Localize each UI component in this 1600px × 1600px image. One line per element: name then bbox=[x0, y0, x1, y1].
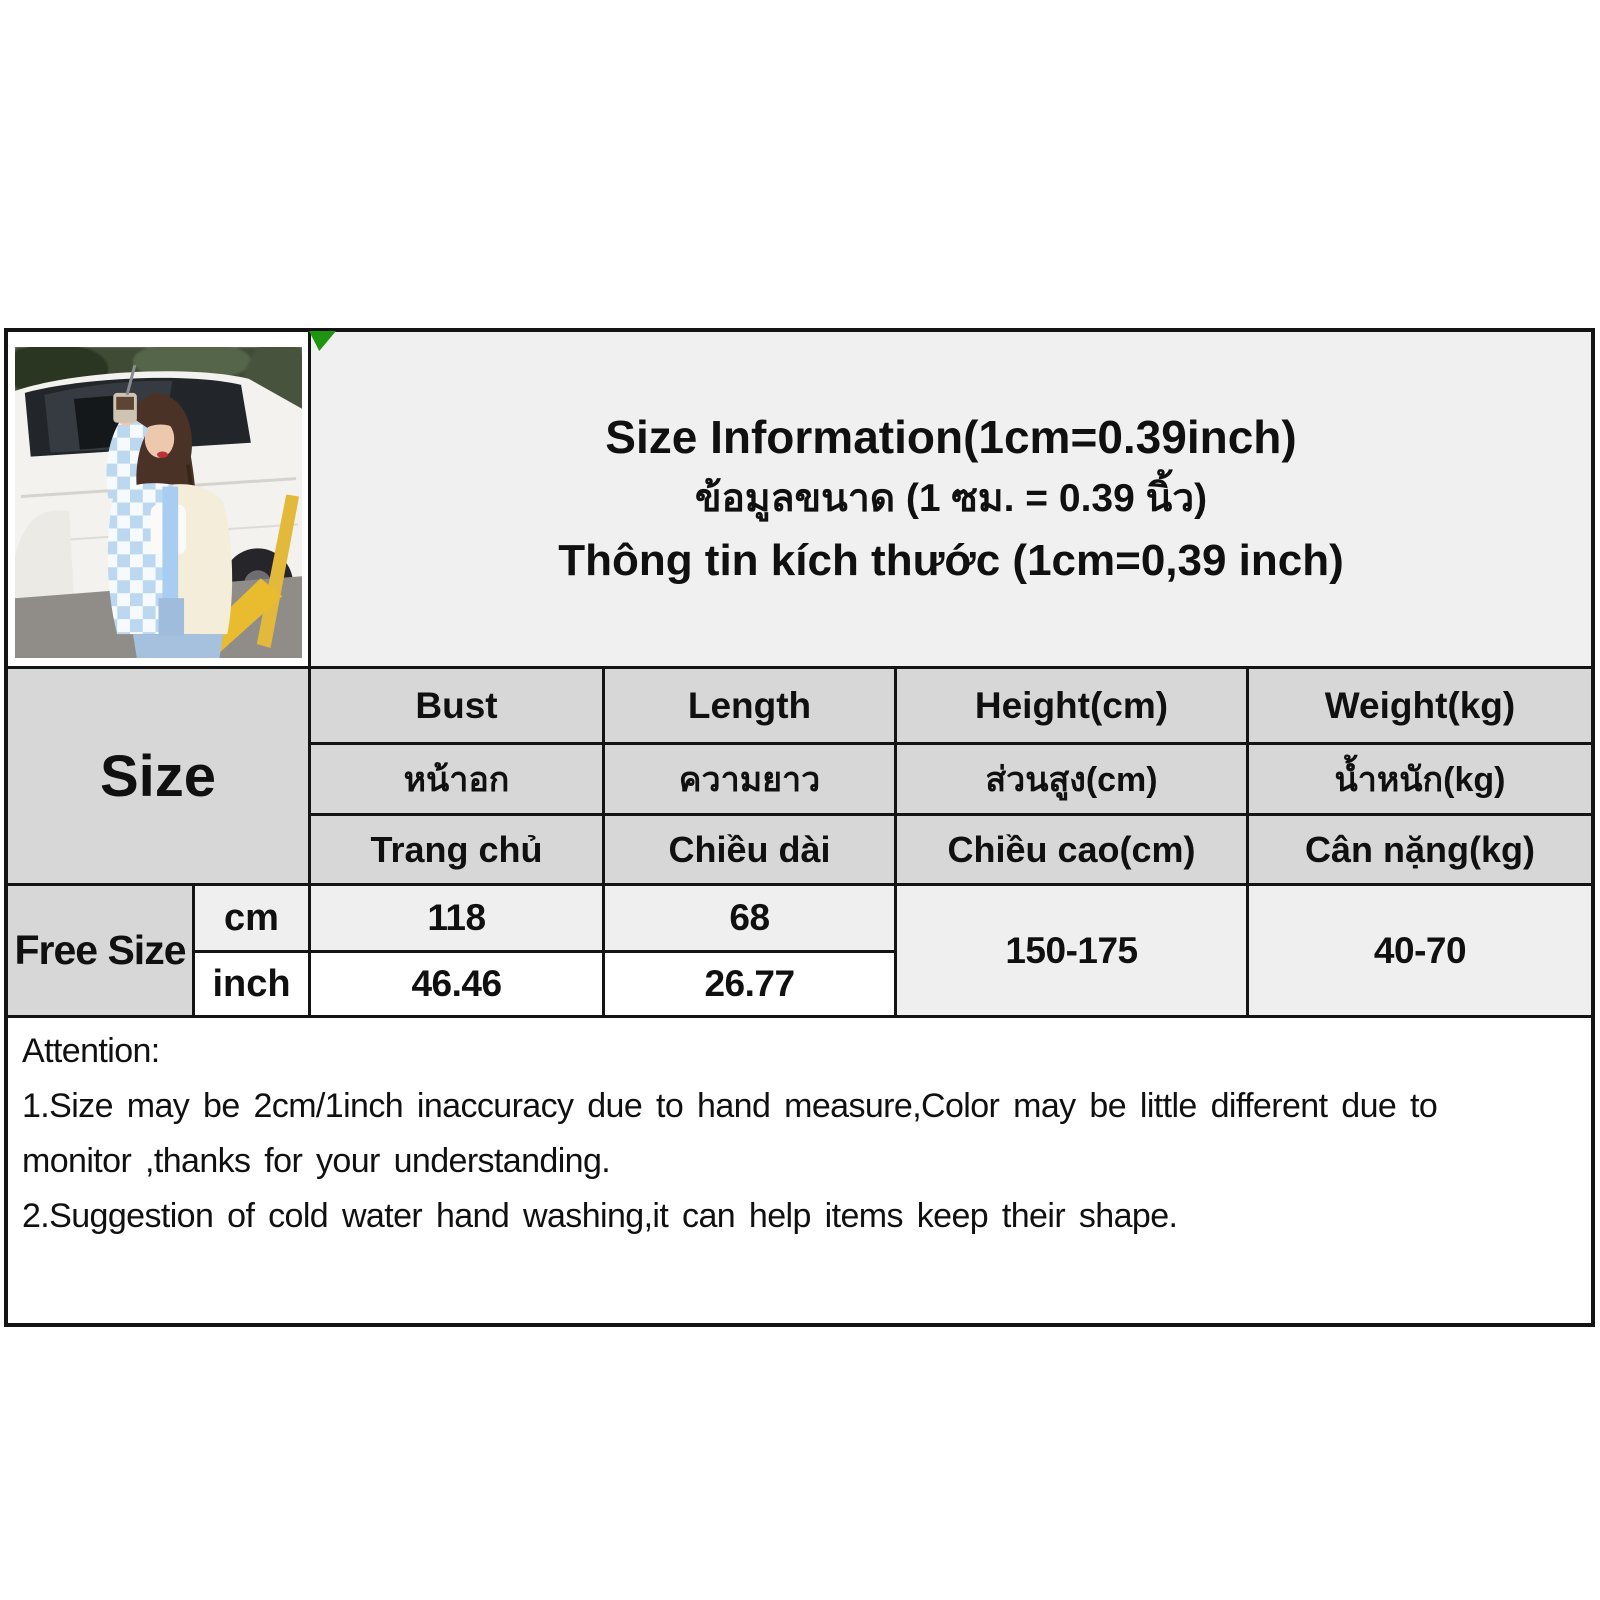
col-header-height-th: ส่วนสูง(cm) bbox=[897, 745, 1246, 813]
bust-cm-value: 118 bbox=[311, 886, 602, 950]
height-range-value: 150-175 bbox=[897, 886, 1246, 1015]
attention-line-3: 2.Suggestion of cold water hand washing,… bbox=[22, 1197, 1178, 1235]
model-figure bbox=[106, 364, 233, 658]
length-inch-value: 26.77 bbox=[605, 953, 894, 1015]
title-english: Size Information(1cm=0.39inch) bbox=[605, 411, 1297, 463]
size-row-label: Free Size bbox=[8, 886, 192, 1015]
col-header-length-en: Length bbox=[605, 669, 894, 742]
col-header-weight-en: Weight(kg) bbox=[1249, 669, 1591, 742]
col-header-bust-th: หน้าอก bbox=[311, 745, 602, 813]
title-vietnamese: Thông tin kích thước (1cm=0,39 inch) bbox=[558, 536, 1344, 585]
col-header-bust-vi: Trang chủ bbox=[311, 816, 602, 883]
weight-range-value: 40-70 bbox=[1249, 886, 1591, 1015]
col-header-length-vi: Chiều dài bbox=[605, 816, 894, 883]
col-header-bust-en: Bust bbox=[311, 669, 602, 742]
attention-line-2: monitor ,thanks for your understanding. bbox=[22, 1142, 611, 1180]
unit-cm-label: cm bbox=[195, 886, 308, 950]
attention-heading: Attention: bbox=[22, 1032, 160, 1070]
title-cell: Size Information(1cm=0.39inch) ข้อมูลขนา… bbox=[309, 331, 1591, 666]
col-header-weight-th: น้ำหนัก(kg) bbox=[1249, 745, 1591, 813]
size-chart-sheet: Size Information(1cm=0.39inch) ข้อมูลขนา… bbox=[4, 328, 1595, 1327]
unit-inch-label: inch bbox=[195, 953, 308, 1015]
length-cm-value: 68 bbox=[605, 886, 894, 950]
green-corner-marker-icon bbox=[309, 331, 336, 351]
attention-line-1: 1.Size may be 2cm/1inch inaccuracy due t… bbox=[22, 1087, 1438, 1125]
title-thai: ข้อมูลขนาด (1 ซม. = 0.39 นิ้ว) bbox=[694, 477, 1208, 520]
col-header-height-en: Height(cm) bbox=[897, 669, 1246, 742]
bust-inch-value: 46.46 bbox=[311, 953, 602, 1015]
attention-notes: Attention: 1.Size may be 2cm/1inch inacc… bbox=[8, 1018, 1591, 1323]
col-header-length-th: ความยาว bbox=[605, 745, 894, 813]
model-photo bbox=[15, 347, 302, 658]
col-header-weight-vi: Cân nặng(kg) bbox=[1249, 816, 1591, 883]
product-photo-cell bbox=[8, 332, 308, 666]
size-corner-header: Size bbox=[8, 669, 308, 883]
col-header-height-vi: Chiều cao(cm) bbox=[897, 816, 1246, 883]
